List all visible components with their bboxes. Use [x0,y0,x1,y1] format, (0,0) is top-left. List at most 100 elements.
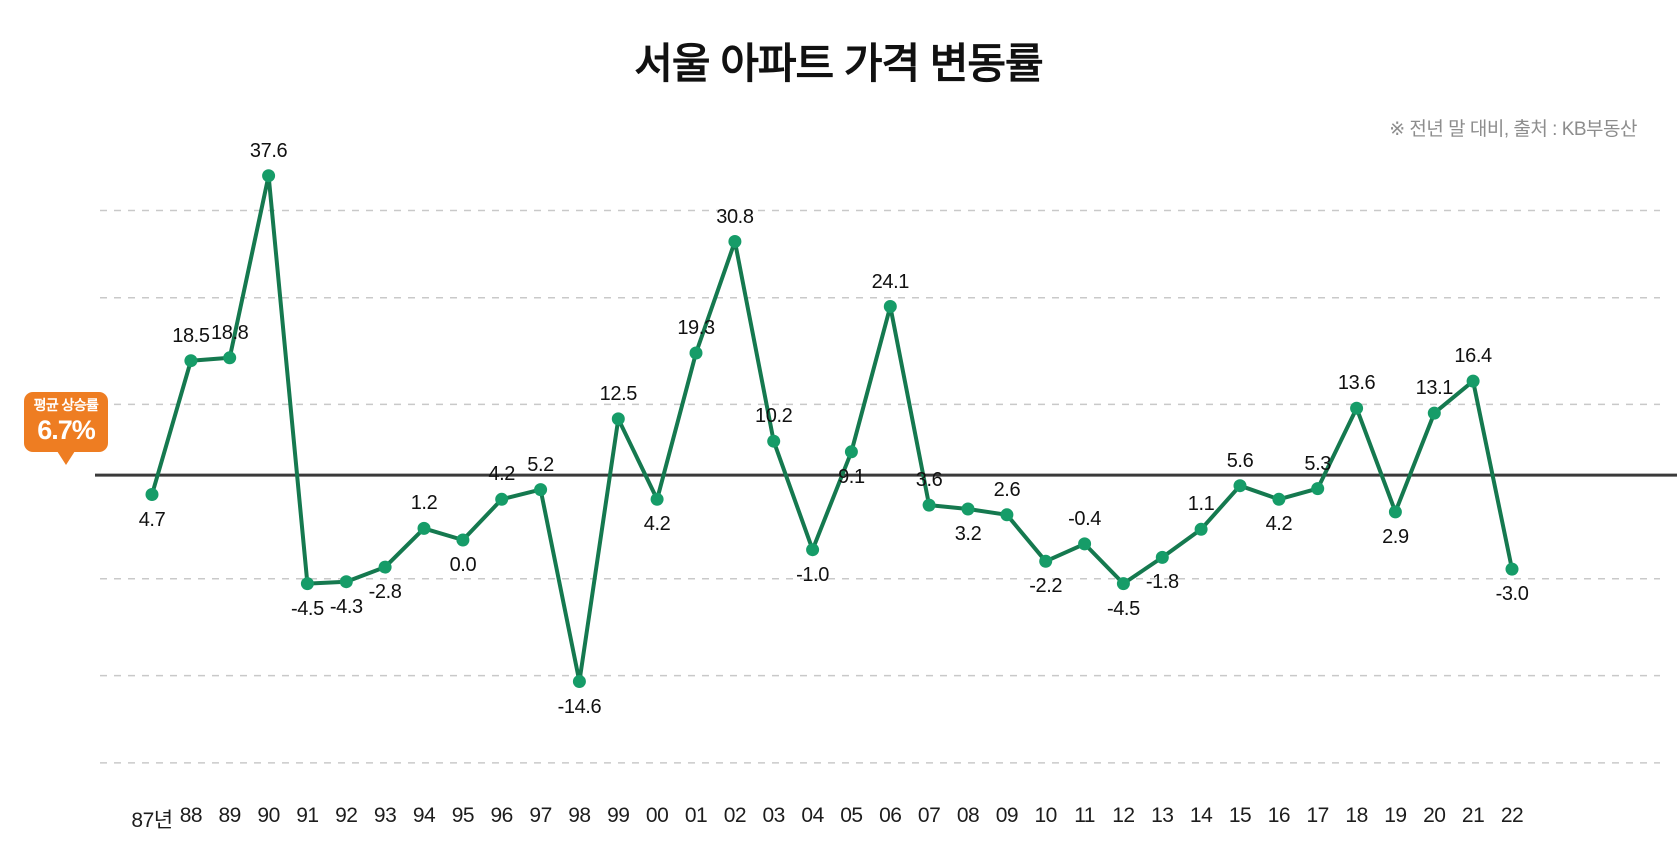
data-value-label: 16.4 [1454,345,1492,368]
data-value-label: -1.0 [796,563,830,586]
data-value-label: -2.2 [1029,575,1063,598]
x-axis-tick-label: 03 [762,804,786,827]
data-point-marker [1155,550,1169,564]
average-rate-badge: 평균 상승률 6.7% [24,392,108,465]
data-point-markers [145,169,1519,688]
data-value-label: 12.5 [599,382,638,405]
data-value-label: -0.4 [1068,507,1102,530]
data-point-marker [961,502,975,516]
data-value-label: 5.6 [1226,449,1254,472]
x-axis-tick-label: 87년 [131,809,173,832]
x-axis-tick-label: 99 [607,804,630,827]
data-point-marker [534,483,548,497]
x-axis-tick-label: 06 [879,804,902,827]
data-value-label: 4.2 [643,513,671,536]
data-value-label: -1.8 [1145,571,1179,594]
average-rate-label: 평균 상승률 [33,397,99,413]
data-point-marker [456,533,470,547]
data-value-label: 30.8 [716,205,754,228]
data-point-marker [417,521,431,535]
data-value-label: 9.1 [838,465,865,488]
data-value-label: 13.6 [1337,372,1376,395]
data-point-marker [728,235,742,248]
data-point-marker [339,575,353,589]
data-point-marker [145,488,159,501]
data-value-label: 3.2 [954,523,982,545]
data-point-marker [1505,562,1519,576]
x-axis-tick-label: 13 [1151,804,1174,827]
series-line [150,173,1514,684]
data-value-label: 3.6 [915,469,943,492]
data-value-label: 10.2 [755,405,793,428]
data-value-label: 1.2 [410,492,438,515]
data-point-marker [1466,374,1480,388]
data-point-marker [1116,577,1130,591]
data-value-label: -3.0 [1495,583,1529,606]
data-value-label: 24.1 [871,270,910,293]
data-point-marker [844,445,858,459]
data-point-marker [495,492,509,506]
average-rate-value: 6.7% [37,415,96,445]
x-axis-tick-label: 14 [1189,804,1213,827]
x-axis-tick-label: 96 [490,804,514,827]
x-axis-tick-label: 05 [840,804,863,827]
x-axis-tick-label: 16 [1267,804,1291,827]
data-point-marker [262,169,276,183]
x-axis-tick-label: 20 [1423,804,1446,827]
data-point-marker [1039,554,1053,568]
data-value-label: 4.2 [488,463,515,486]
x-axis-tick-label: 09 [995,804,1019,827]
data-point-marker [922,498,936,512]
source-note: ※ 전년 말 대비, 출처 : KB부동산 [1389,119,1637,140]
x-axis-tick-label: 01 [684,804,708,827]
x-axis-labels: 87년 88 89 90 91 92 93 94 95 96 97 98 99 00 01 02 03 04 05 0… [0,804,1677,834]
data-point-marker [883,300,897,313]
data-point-marker [184,354,198,368]
x-axis-tick-label: 10 [1034,804,1058,827]
data-point-marker [689,346,703,360]
x-axis-tick-label: 08 [956,804,980,827]
page-title: 서울 아파트 가격 변동률 [634,40,1043,87]
data-value-label: 18.8 [211,321,249,344]
data-point-marker [650,492,664,506]
data-point-marker [1350,401,1364,415]
x-axis-tick-label: 89 [218,804,242,827]
x-axis-tick-label: 98 [568,804,591,827]
data-value-label: -2.8 [368,581,402,604]
data-value-label: -4.5 [290,597,324,620]
data-value-label: 2.9 [1382,525,1409,548]
data-point-marker [611,412,625,426]
x-axis-tick-label: 02 [723,804,747,827]
data-value-label: 0.0 [449,554,477,576]
data-value-label: -4.5 [1106,597,1140,620]
x-axis-tick-label: 97 [529,804,552,827]
x-axis-tick-label: 18 [1345,804,1368,827]
data-value-label: 18.5 [172,324,210,347]
data-value-label: 37.6 [249,139,288,162]
data-value-label: 19.3 [677,317,715,339]
x-axis-tick-label: 17 [1306,804,1330,827]
data-value-label: -14.6 [557,695,602,718]
data-point-marker [1272,492,1286,506]
x-axis-tick-label: 12 [1112,804,1135,827]
x-axis-tick-label: 07 [917,804,941,827]
x-axis-tick-label: 94 [412,804,436,827]
data-point-marker [1388,505,1402,519]
data-point-marker [1000,508,1014,522]
data-point-marker [1427,406,1441,420]
x-axis-tick-label: 19 [1384,804,1407,827]
data-point-marker [1233,479,1247,493]
x-axis-tick-label: 88 [179,804,203,827]
x-axis-tick-label: 11 [1074,804,1095,827]
x-axis-tick-label: 92 [335,804,358,827]
data-point-marker [1311,482,1325,496]
data-point-marker [806,543,820,557]
x-axis-tick-label: 22 [1500,804,1524,827]
data-value-label: 1.1 [1187,493,1215,516]
data-value-label: 5.3 [1304,452,1331,475]
data-value-label: -4.3 [329,595,363,618]
data-point-marker [767,434,781,448]
x-axis-tick-label: 21 [1461,804,1485,827]
